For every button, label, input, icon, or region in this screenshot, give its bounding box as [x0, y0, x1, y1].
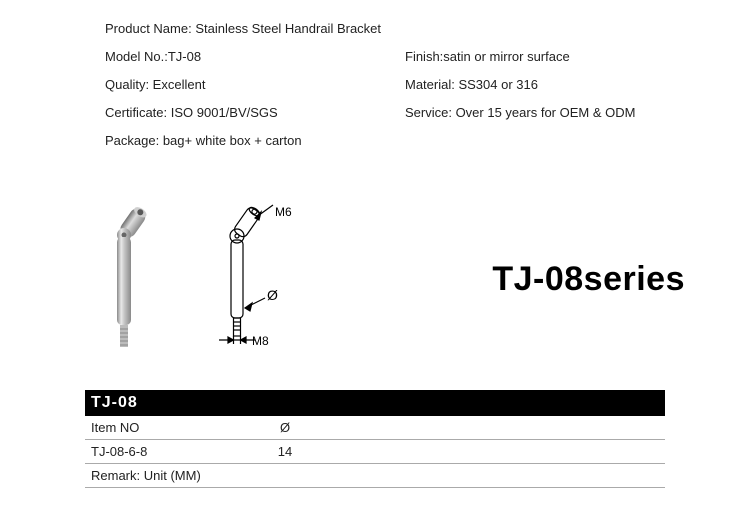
spec-service: Service: Over 15 years for OEM & ODM [405, 99, 710, 127]
spec-table: TJ-08 Item NO Ø TJ-08-6-8 14 Remark: Uni… [85, 390, 665, 488]
table-row: TJ-08-6-8 14 [85, 440, 665, 464]
table-header-label: TJ-08 [85, 394, 148, 412]
product-photo [100, 205, 160, 355]
spec-package: Package: bag+ white box + carton [105, 127, 405, 155]
diagram-label-phi: Ø [267, 287, 278, 303]
col-header-item-no: Item NO [85, 420, 225, 435]
spec-finish: Finish:satin or mirror surface [405, 43, 710, 71]
spec-material: Material: SS304 or 316 [405, 71, 710, 99]
technical-diagram: M6 Ø M8 [195, 200, 305, 360]
cell-item-no: TJ-08-6-8 [85, 444, 225, 459]
table-remark: Remark: Unit (MM) [85, 464, 665, 488]
spec-certificate: Certificate: ISO 9001/BV/SGS [105, 99, 405, 127]
table-column-headers: Item NO Ø [85, 416, 665, 440]
spec-model-no: Model No.:TJ-08 [105, 43, 405, 71]
spec-block: Product Name: Stainless Steel Handrail B… [105, 15, 710, 155]
table-header-bar: TJ-08 [85, 390, 665, 416]
spec-product-name: Product Name: Stainless Steel Handrail B… [105, 15, 405, 43]
col-header-phi: Ø [225, 420, 345, 435]
diagram-label-m6: M6 [275, 205, 292, 219]
middle-section: M6 Ø M8 TJ-08series [0, 195, 750, 375]
spec-quality: Quality: Excellent [105, 71, 405, 99]
diagram-label-m8: M8 [252, 334, 269, 348]
series-title: TJ-08series [492, 260, 685, 299]
cell-phi-value: 14 [225, 444, 345, 459]
